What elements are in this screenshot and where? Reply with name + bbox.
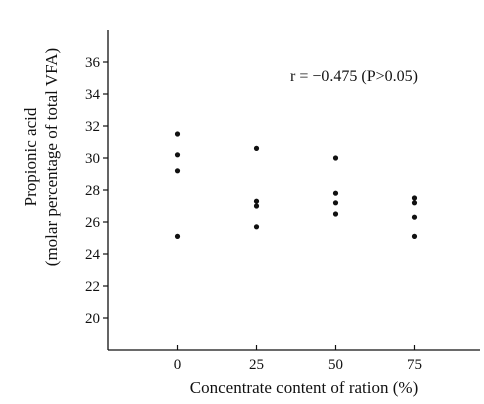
y-axis-title-line-1: Propionic acid [21,107,40,206]
data-point [332,190,339,196]
data-point [174,233,181,239]
data-point [253,203,260,209]
x-tick-label: 50 [328,357,343,373]
data-point [332,211,339,217]
y-tick-label: 24 [85,247,101,263]
data-point [411,195,418,201]
y-tick-label: 30 [85,151,100,167]
y-tick-label: 34 [85,87,101,103]
y-tick-label: 26 [85,215,101,231]
x-ticks: 0 25 50 75 [174,345,422,373]
y-axis-title-line-2: (molar percentage of total VFA) [42,48,61,266]
data-point [253,198,260,204]
data-point [411,214,418,220]
x-tick-label: 75 [407,357,422,373]
data-point [174,131,181,137]
y-axis-title: Propionic acid (molar percentage of tota… [21,48,61,266]
x-tick-label: 25 [249,357,264,373]
data-point [411,233,418,239]
data-point [253,224,260,230]
x-tick-label: 0 [174,357,182,373]
data-point [332,200,339,206]
data-point [174,152,181,158]
data-point [174,168,181,174]
y-tick-label: 20 [85,311,100,327]
data-point [411,200,418,206]
data-point [253,145,260,151]
y-tick-label: 22 [85,279,100,295]
y-ticks: 20 22 24 26 28 30 32 34 36 [85,55,108,327]
data-points [174,131,418,239]
correlation-annotation: r = −0.475 (P>0.05) [290,68,418,85]
y-tick-label: 28 [85,183,100,199]
y-tick-label: 32 [85,119,100,135]
y-tick-label: 36 [85,55,101,71]
data-point [332,155,339,161]
x-axis-title: Concentrate content of ration (%) [190,378,418,397]
